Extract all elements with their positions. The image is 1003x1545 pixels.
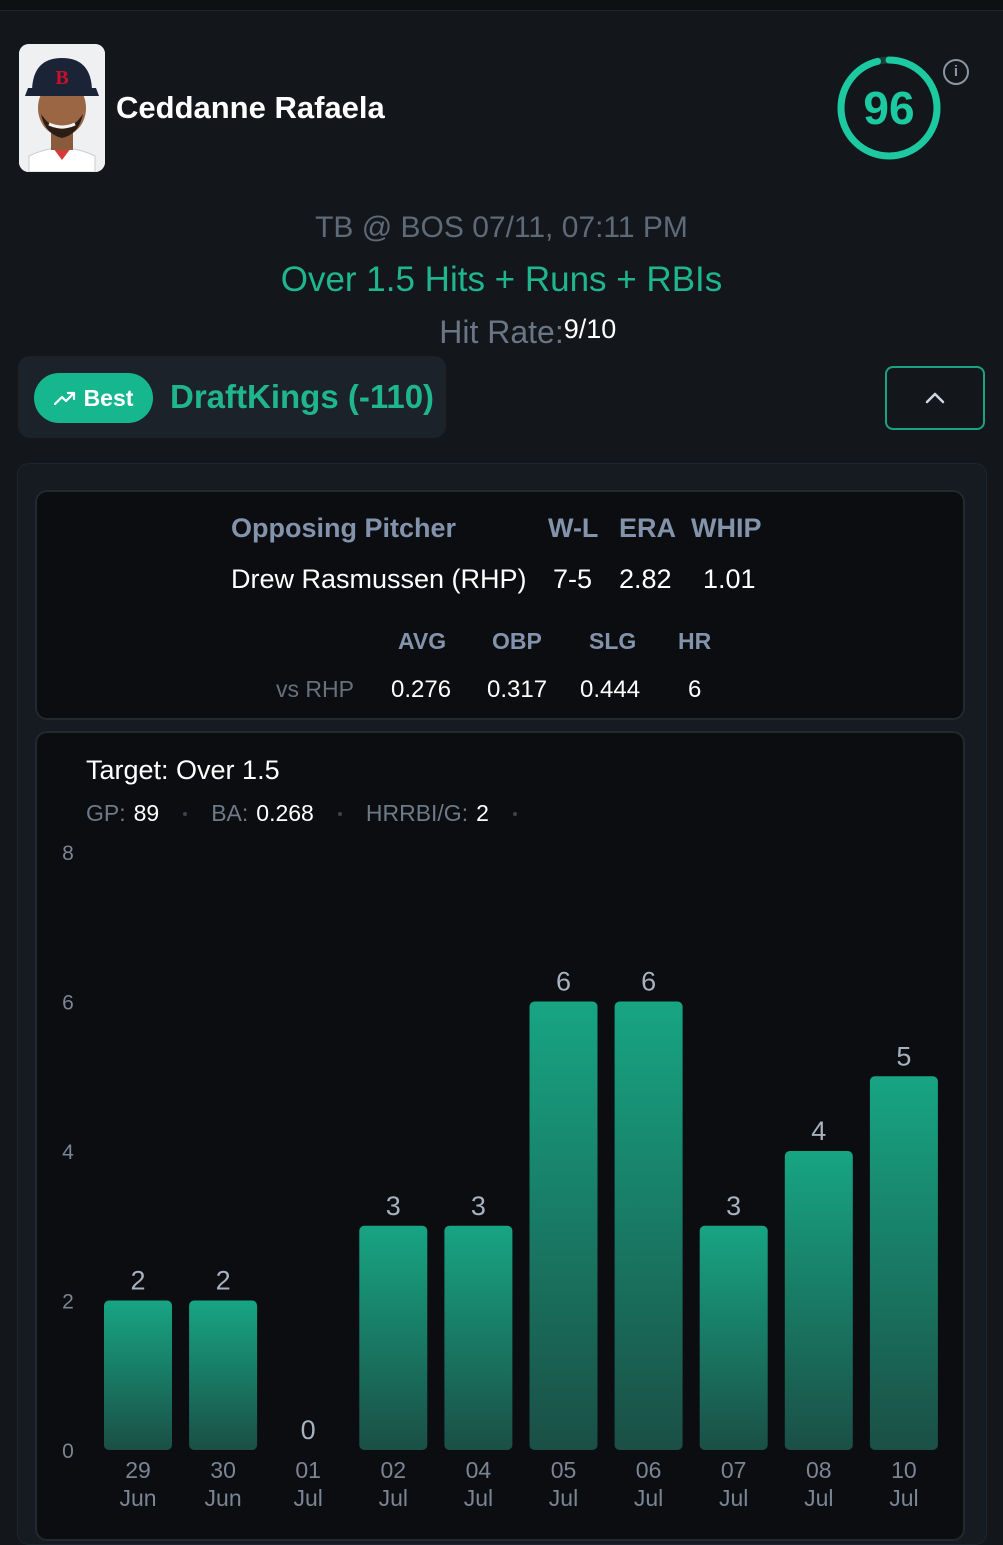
hit-rate-value: 9/10 [563,314,617,344]
wl-header: W-L [548,513,599,543]
avg-header: AVG [398,628,447,654]
ba-value: 0.268 [256,800,314,826]
slg-header: SLG [589,628,637,654]
era-header: ERA [619,513,677,543]
bar [869,1076,938,1450]
pitcher-whip: 1.01 [703,564,756,594]
x-tick-month: Jun [205,1485,242,1511]
bar-value-label: 3 [386,1191,401,1221]
bar [359,1225,428,1450]
sportsbook-name: DraftKings (-110) [170,378,435,415]
bar-value-label: 2 [130,1266,145,1296]
pitcher-wl: 7-5 [553,564,593,594]
prop-label: Over 1.5 Hits + Runs + RBIs [280,260,723,299]
pitcher-header: Opposing Pitcher [231,513,457,543]
bar-value-label: 6 [641,967,656,997]
pitcher-name: Drew Rasmussen (RHP) [231,564,527,594]
bar [444,1225,513,1450]
x-tick-day: 30 [210,1457,236,1483]
bar-value-label: 3 [471,1191,486,1221]
split-avg: 0.276 [391,676,452,703]
collapse-button[interactable] [885,366,985,430]
score-value: 96 [863,82,915,134]
best-badge-label: Best [83,384,134,411]
bar [189,1300,258,1450]
chevron-up-icon [925,392,945,404]
svg-text:B: B [55,67,68,89]
x-tick-day: 01 [295,1457,321,1483]
bar [104,1300,172,1450]
hr-header: HR [678,628,712,654]
bar-value-label: 0 [301,1415,316,1445]
ba-label: BA: [211,800,249,826]
y-tick-label: 8 [62,842,74,865]
x-tick-day: 08 [806,1457,832,1483]
x-tick-month: Jul [889,1485,918,1511]
pitcher-era: 2.82 [619,564,672,594]
x-tick-day: 04 [466,1457,492,1483]
player-avatar: B [19,44,105,172]
game-matchup: TB @ BOS 07/11, 07:11 PM [315,211,688,244]
best-badge: Best [34,373,153,423]
bar-value-label: 3 [726,1191,741,1221]
split-slg: 0.444 [580,676,641,703]
split-hr: 6 [688,676,702,703]
hrrbi-value: 2 [476,800,489,826]
x-tick-month: Jul [464,1485,493,1511]
split-obp: 0.317 [487,676,548,703]
y-tick-label: 2 [62,1291,74,1314]
bar-value-label: 2 [216,1266,231,1296]
x-tick-day: 10 [891,1457,917,1483]
bar [699,1225,768,1450]
bar [529,1001,598,1450]
x-tick-month: Jul [293,1485,322,1511]
x-tick-month: Jul [634,1485,663,1511]
separator-dot [183,811,188,816]
trending-up-icon [53,391,75,405]
hit-rate-label: Hit Rate: [439,314,564,350]
bar-value-label: 6 [556,967,571,997]
bar-value-label: 4 [811,1116,826,1146]
hit-rate: Hit Rate: 9/10 [0,314,1003,351]
score-ring [837,56,941,160]
y-tick-label: 4 [62,1141,74,1164]
x-tick-day: 06 [636,1457,662,1483]
gp-value: 89 [133,800,160,826]
separator-dot [337,811,342,816]
x-tick-day: 02 [381,1457,407,1483]
top-bar [0,0,1003,11]
separator-dot [512,811,517,816]
info-icon[interactable]: i [943,59,969,85]
x-tick-month: Jul [804,1485,833,1511]
y-tick-label: 0 [62,1440,74,1463]
x-tick-day: 07 [721,1457,747,1483]
hrrbi-label: HRRBI/G: [365,800,469,826]
target-label: Target: Over 1.5 [86,755,280,785]
split-label: vs RHP [276,676,354,702]
stats-summary: GP: 89 BA: 0.268 HRRBI/G: 2 [86,800,541,827]
gp-label: GP: [86,800,126,826]
obp-header: OBP [492,628,542,654]
x-tick-day: 05 [551,1457,577,1483]
whip-header: WHIP [691,513,762,543]
x-tick-month: Jul [549,1485,578,1511]
x-tick-month: Jul [379,1485,408,1511]
x-tick-month: Jul [719,1485,748,1511]
y-tick-label: 6 [62,992,74,1015]
x-tick-month: Jun [119,1485,156,1511]
bar [784,1151,853,1450]
opposing-pitcher-card [35,490,965,720]
bar-value-label: 5 [896,1041,911,1071]
player-name: Ceddanne Rafaela [116,90,385,125]
x-tick-day: 29 [125,1457,151,1483]
bar [614,1001,683,1450]
